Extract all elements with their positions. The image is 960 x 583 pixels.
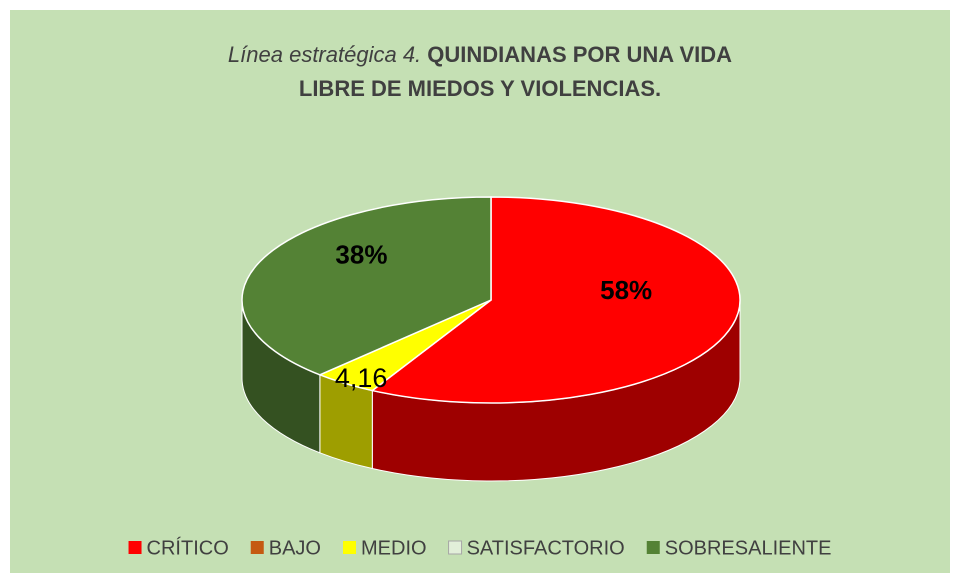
legend-swatch	[646, 541, 660, 554]
data-label: 38%	[335, 240, 387, 270]
data-label: 58%	[600, 275, 652, 305]
legend-label: SATISFACTORIO	[467, 537, 625, 559]
legend-label: SOBRESALIENTE	[665, 537, 832, 559]
legend-label: MEDIO	[361, 537, 427, 559]
slice	[241, 196, 492, 376]
chart-title: Línea estratégica 4. QUINDIANAS POR UNA …	[200, 38, 760, 106]
data-label: 4,16	[335, 363, 388, 393]
legend-swatch	[343, 541, 356, 554]
legend-label: BAJO	[269, 537, 321, 559]
slice	[370, 196, 741, 404]
legend-swatch	[128, 541, 142, 554]
title-bold: QUINDIANAS POR UNA VIDA LIBRE DE MIEDOS …	[298, 42, 733, 101]
legend-label: CRÍTICO	[147, 536, 229, 559]
legend-swatch	[250, 541, 264, 554]
legend-swatch	[448, 540, 463, 555]
title-italic: Línea estratégica 4.	[227, 42, 422, 67]
